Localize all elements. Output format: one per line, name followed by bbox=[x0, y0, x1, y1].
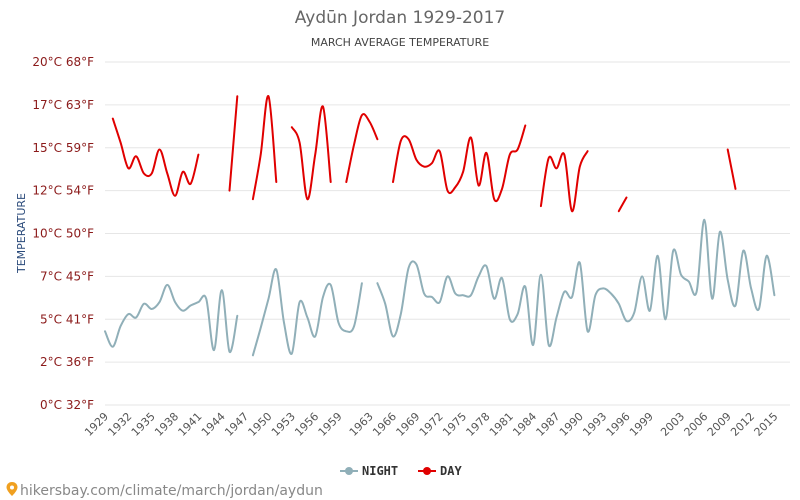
day-line-segment-8 bbox=[726, 148, 737, 190]
y-tick-label-3: 7°C 45°F bbox=[40, 269, 94, 283]
day-line-segment-6 bbox=[539, 150, 589, 213]
x-tick-label-21: 1993 bbox=[580, 410, 609, 439]
legend-night-label: NIGHT bbox=[362, 464, 398, 478]
x-tick-label-12: 1966 bbox=[370, 410, 399, 439]
y-tick-label-5: 12°C 54°F bbox=[32, 184, 94, 198]
x-tick-label-6: 1947 bbox=[222, 410, 251, 439]
night-line-segment-2 bbox=[376, 218, 776, 348]
x-tick-label-13: 1969 bbox=[393, 410, 422, 439]
x-tick-label-14: 1972 bbox=[417, 410, 446, 439]
x-tick-label-10: 1959 bbox=[316, 410, 345, 439]
y-tick-label-2: 5°C 41°F bbox=[40, 312, 94, 326]
x-tick-label-1: 1932 bbox=[105, 410, 134, 439]
legend-day-label: DAY bbox=[440, 464, 462, 478]
grid-lines bbox=[105, 61, 790, 406]
series-day bbox=[111, 95, 737, 213]
day-line-segment-2 bbox=[251, 95, 278, 201]
x-tick-label-2: 1935 bbox=[129, 410, 158, 439]
x-tick-label-7: 1950 bbox=[246, 410, 275, 439]
x-tick-label-22: 1996 bbox=[604, 410, 633, 439]
x-tick-label-11: 1963 bbox=[347, 410, 376, 439]
day-line-segment-7 bbox=[617, 196, 628, 213]
night-line-segment-0 bbox=[104, 283, 239, 353]
x-tick-label-5: 1944 bbox=[199, 410, 228, 439]
legend-day-marker bbox=[423, 467, 431, 475]
x-tick-label-20: 1990 bbox=[557, 410, 586, 439]
x-tick-label-16: 1978 bbox=[464, 410, 493, 439]
x-tick-label-9: 1956 bbox=[292, 410, 321, 439]
series-night bbox=[104, 218, 776, 357]
x-tick-label-0: 1929 bbox=[82, 410, 111, 439]
y-tick-label-4: 10°C 50°F bbox=[32, 227, 94, 241]
x-tick-label-25: 2006 bbox=[682, 410, 711, 439]
night-line-segment-1 bbox=[251, 268, 363, 357]
day-line-segment-0 bbox=[111, 117, 200, 197]
day-line-segment-3 bbox=[290, 105, 332, 201]
x-tick-label-28: 2015 bbox=[752, 410, 781, 439]
chart-subtitle: MARCH AVERAGE TEMPERATURE bbox=[311, 36, 489, 49]
y-tick-label-1: 2°C 36°F bbox=[40, 355, 94, 369]
y-tick-label-8: 20°C 68°F bbox=[32, 55, 94, 69]
legend[interactable]: NIGHT DAY bbox=[340, 464, 462, 478]
x-tick-label-24: 2003 bbox=[658, 410, 687, 439]
x-tick-label-18: 1984 bbox=[510, 410, 539, 439]
x-tick-labels: 1929193219351938194119441947195019531956… bbox=[82, 410, 780, 439]
y-axis-label: TEMPERATURE bbox=[15, 193, 28, 274]
day-line-segment-5 bbox=[392, 124, 527, 203]
legend-item-day[interactable]: DAY bbox=[418, 464, 462, 478]
y-tick-labels: 0°C 32°F 2°C 36°F 5°C 41°F 7°C 45°F 10°C 50°… bbox=[32, 55, 94, 412]
x-tick-label-23: 1999 bbox=[627, 410, 656, 439]
y-tick-label-0: 0°C 32°F bbox=[40, 398, 94, 412]
location-pin-icon bbox=[6, 482, 18, 496]
watermark-link[interactable]: hikersbay.com/climate/march/jordan/aydun bbox=[20, 483, 323, 499]
chart-title: Aydūn Jordan 1929-2017 bbox=[295, 8, 505, 28]
y-tick-label-7: 17°C 63°F bbox=[32, 98, 94, 112]
legend-night-marker bbox=[345, 467, 353, 475]
day-line-segment-4 bbox=[345, 113, 379, 183]
watermark[interactable]: hikersbay.com/climate/march/jordan/aydun bbox=[6, 482, 323, 499]
y-tick-label-6: 15°C 59°F bbox=[32, 141, 94, 155]
x-tick-label-4: 1941 bbox=[176, 410, 205, 439]
x-tick-label-27: 2012 bbox=[728, 410, 757, 439]
x-tick-label-3: 1938 bbox=[152, 410, 181, 439]
x-tick-label-8: 1953 bbox=[269, 410, 298, 439]
x-tick-label-19: 1987 bbox=[534, 410, 563, 439]
x-tick-label-15: 1975 bbox=[440, 410, 469, 439]
x-tick-label-26: 2009 bbox=[705, 410, 734, 439]
x-tick-label-17: 1981 bbox=[487, 410, 516, 439]
day-line-segment-1 bbox=[228, 95, 239, 192]
legend-item-night[interactable]: NIGHT bbox=[340, 464, 398, 478]
